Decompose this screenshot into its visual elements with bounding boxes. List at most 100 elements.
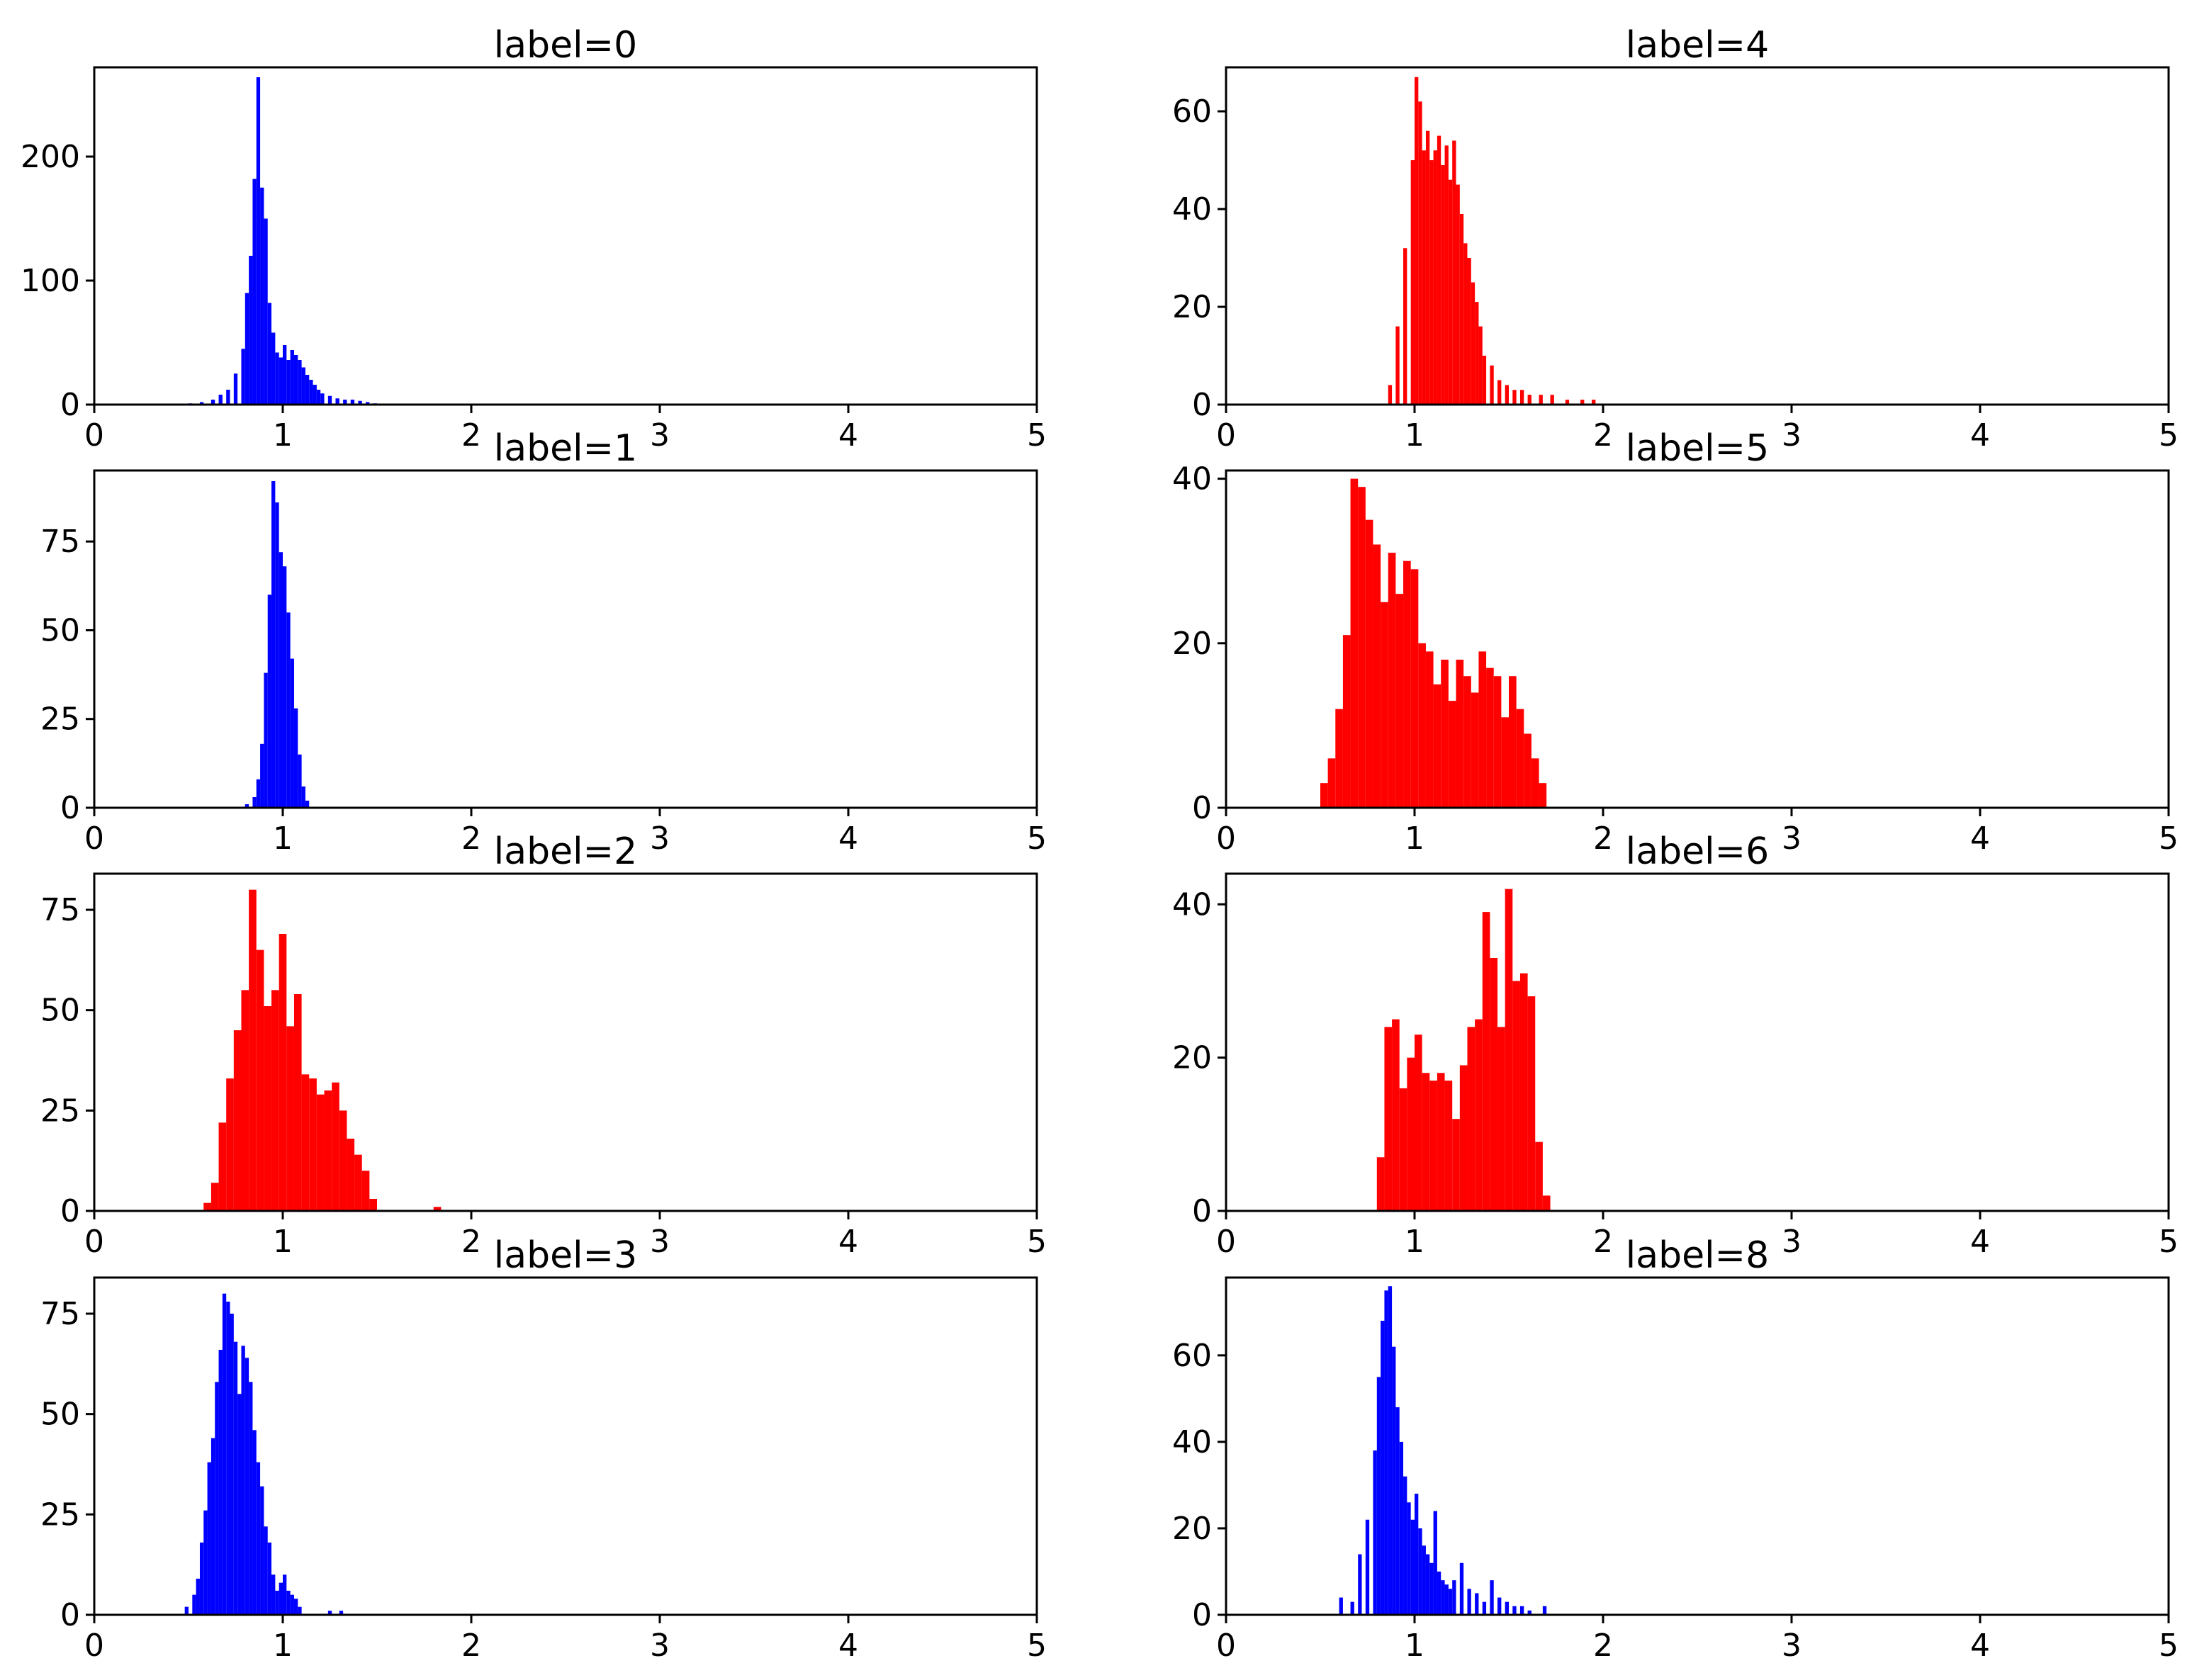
histogram-bar (1327, 758, 1336, 808)
y-tick-label: 0 (1192, 790, 1212, 826)
histogram-bar (1497, 380, 1502, 405)
y-tick-label: 20 (1172, 289, 1212, 325)
y-tick-label: 20 (1172, 626, 1212, 662)
histogram-bar (1527, 1610, 1531, 1615)
histogram-bars (184, 1293, 344, 1615)
histogram-bar (1467, 1589, 1471, 1615)
histogram-bar (1550, 395, 1554, 405)
histogram-bar (233, 373, 238, 405)
histogram-bars (244, 481, 310, 808)
histogram-bar (1497, 1597, 1502, 1615)
histogram-bar (286, 612, 291, 808)
x-tick-label: 2 (461, 1224, 481, 1260)
histogram-bars (189, 77, 377, 405)
histogram-bar (369, 1199, 377, 1211)
histogram-bar (1519, 390, 1524, 405)
histogram-bar (233, 1030, 242, 1211)
x-tick-label: 5 (1027, 1224, 1047, 1260)
histogram-bar (1415, 1035, 1422, 1211)
histogram-bar (226, 1302, 230, 1615)
histogram-bar (1580, 400, 1585, 405)
histogram-bar (1482, 1601, 1487, 1615)
histogram-bar (1531, 758, 1539, 808)
histogram-bar (1448, 179, 1453, 405)
histogram-bar (279, 552, 283, 808)
histogram-bar (1425, 1554, 1430, 1615)
y-tick-label: 60 (1172, 1338, 1212, 1374)
x-tick-label: 1 (273, 821, 293, 857)
y-tick-label: 25 (40, 701, 80, 738)
histogram-bar (226, 1078, 234, 1211)
x-tick-label: 4 (838, 417, 858, 453)
x-tick-label: 2 (1593, 1224, 1613, 1260)
histogram-bar (1403, 560, 1411, 808)
histogram-bar (1505, 1601, 1509, 1615)
histogram-bar (1415, 77, 1419, 405)
histogram-bar (1425, 651, 1434, 808)
x-tick-label: 0 (84, 1628, 104, 1664)
histogram-bar (286, 360, 291, 405)
x-tick-label: 1 (1405, 821, 1424, 857)
histogram-bar (1493, 676, 1502, 808)
y-tick-label: 50 (40, 1397, 80, 1433)
histogram-bar (256, 779, 261, 808)
y-tick-label: 0 (60, 790, 80, 826)
histogram-bar (1384, 1027, 1393, 1211)
histogram-bar (252, 796, 257, 808)
x-tick-label: 0 (1216, 821, 1236, 857)
histogram-bar (203, 1202, 211, 1211)
histogram-bar (1512, 981, 1520, 1211)
x-tick-label: 5 (2159, 821, 2179, 857)
histogram-bar (218, 395, 223, 405)
histogram-bar (1527, 395, 1531, 405)
histogram-bar (1350, 1601, 1354, 1615)
x-tick-label: 5 (1027, 417, 1047, 453)
histogram-bar (1519, 973, 1528, 1211)
histogram-bar (1339, 1597, 1343, 1615)
histogram-bar (339, 1611, 344, 1615)
histogram-bar (1381, 602, 1388, 808)
axes-frame (93, 872, 1038, 1212)
x-tick-label: 3 (650, 821, 670, 857)
histogram-bar (271, 990, 279, 1211)
histogram-bar (1444, 1081, 1453, 1211)
histogram-bar (1463, 243, 1468, 405)
histogram-bar (264, 1006, 272, 1211)
histogram-bar (260, 187, 264, 405)
histogram-bar (324, 1090, 332, 1211)
x-tick-label: 0 (84, 1224, 104, 1260)
histogram-bar (260, 743, 264, 808)
x-tick-label: 2 (1593, 1628, 1613, 1664)
y-tick-label: 0 (60, 1597, 80, 1633)
histogram-bar (184, 1606, 189, 1615)
histogram-bar (327, 1611, 332, 1615)
histogram-bar (1388, 385, 1393, 405)
axes-frame (1225, 872, 2170, 1212)
histogram-bar (275, 502, 279, 808)
histogram-bar (1441, 660, 1449, 808)
histogram-bar (320, 393, 325, 405)
histogram-bar (1478, 326, 1483, 405)
x-tick-label: 1 (1405, 1628, 1424, 1664)
histogram-bar (199, 402, 204, 405)
y-tick-label: 40 (1172, 886, 1212, 923)
histogram-bar (1395, 326, 1400, 405)
histogram-bar (275, 1591, 279, 1615)
histogram-bar (1482, 356, 1487, 405)
histogram-bar (354, 1154, 362, 1211)
histogram-bar (237, 1394, 242, 1615)
histogram-bar (286, 1591, 291, 1615)
histogram-bar (210, 1183, 219, 1211)
x-tick-label: 2 (1593, 417, 1613, 453)
x-tick-label: 5 (2159, 1224, 2179, 1260)
histogram-bar (1418, 1528, 1422, 1615)
histogram-bar (1592, 400, 1596, 405)
y-tick-label: 40 (1172, 461, 1212, 497)
y-tick-label: 200 (21, 139, 80, 175)
histogram-bar (279, 934, 287, 1211)
histogram-bar (1452, 1580, 1456, 1615)
histogram-bar (305, 375, 310, 405)
histogram-bar (1471, 692, 1479, 808)
histogram-bar (1358, 487, 1366, 808)
x-tick-label: 3 (1782, 417, 1802, 453)
